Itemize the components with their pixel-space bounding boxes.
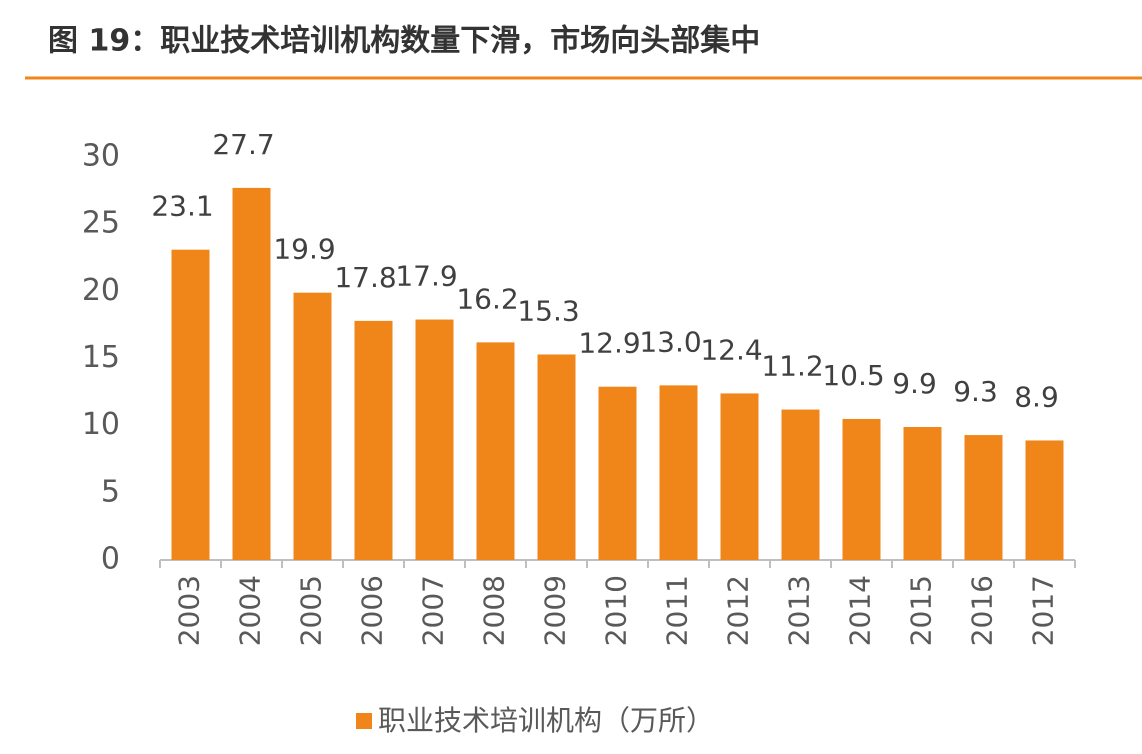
data-label: 9.3	[953, 375, 998, 408]
x-tick-label: 2005	[295, 575, 328, 646]
bar	[293, 292, 332, 560]
bar	[720, 393, 759, 560]
x-tick-label: 2010	[600, 575, 633, 646]
legend-swatch	[356, 713, 372, 729]
bar	[171, 249, 210, 560]
data-label: 23.1	[151, 190, 213, 223]
x-tick-label: 2015	[905, 575, 938, 646]
y-tick-label: 10	[82, 407, 120, 442]
x-tick-label: 2004	[234, 575, 267, 646]
x-tick-label: 2012	[722, 575, 755, 646]
bar	[598, 386, 637, 560]
bar	[659, 385, 698, 560]
bar	[964, 435, 1003, 560]
y-tick-label: 5	[101, 474, 120, 509]
data-label: 8.9	[1014, 380, 1059, 413]
data-label: 17.8	[334, 261, 396, 294]
x-tick-label: 2008	[478, 575, 511, 646]
data-label: 27.7	[212, 128, 274, 161]
x-tick-label: 2007	[417, 575, 450, 646]
y-tick-label: 30	[82, 139, 120, 174]
data-label: 17.9	[395, 260, 457, 293]
bar	[415, 319, 454, 560]
bar	[1025, 440, 1064, 560]
x-tick-label: 2009	[539, 575, 572, 646]
x-tick-label: 2013	[783, 575, 816, 646]
bar	[232, 187, 271, 560]
bar	[476, 342, 515, 560]
y-tick-label: 0	[101, 542, 120, 577]
bar	[781, 409, 820, 560]
x-tick-label: 2017	[1027, 575, 1060, 646]
data-label: 13.0	[639, 325, 701, 358]
x-tick-label: 2006	[356, 575, 389, 646]
bar	[537, 354, 576, 560]
y-tick-label: 25	[82, 206, 120, 241]
data-label: 15.3	[517, 294, 579, 327]
y-tick-label: 20	[82, 273, 120, 308]
bar	[354, 320, 393, 560]
legend-label: 职业技术培训机构（万所）	[378, 704, 714, 737]
data-label: 12.9	[578, 327, 640, 360]
y-tick-label: 15	[82, 340, 120, 375]
data-label: 12.4	[700, 333, 762, 366]
chart-title: 图 19：职业技术培训机构数量下滑，市场向头部集中	[48, 24, 760, 59]
x-tick-label: 2003	[173, 575, 206, 646]
bar	[903, 427, 942, 560]
x-tick-label: 2014	[844, 575, 877, 646]
data-label: 9.9	[892, 367, 937, 400]
data-label: 19.9	[273, 233, 335, 266]
data-label: 16.2	[456, 282, 518, 315]
x-tick-label: 2011	[661, 575, 694, 646]
bar	[842, 418, 881, 560]
x-tick-label: 2016	[966, 575, 999, 646]
data-label: 11.2	[761, 350, 823, 383]
data-label: 10.5	[822, 359, 884, 392]
